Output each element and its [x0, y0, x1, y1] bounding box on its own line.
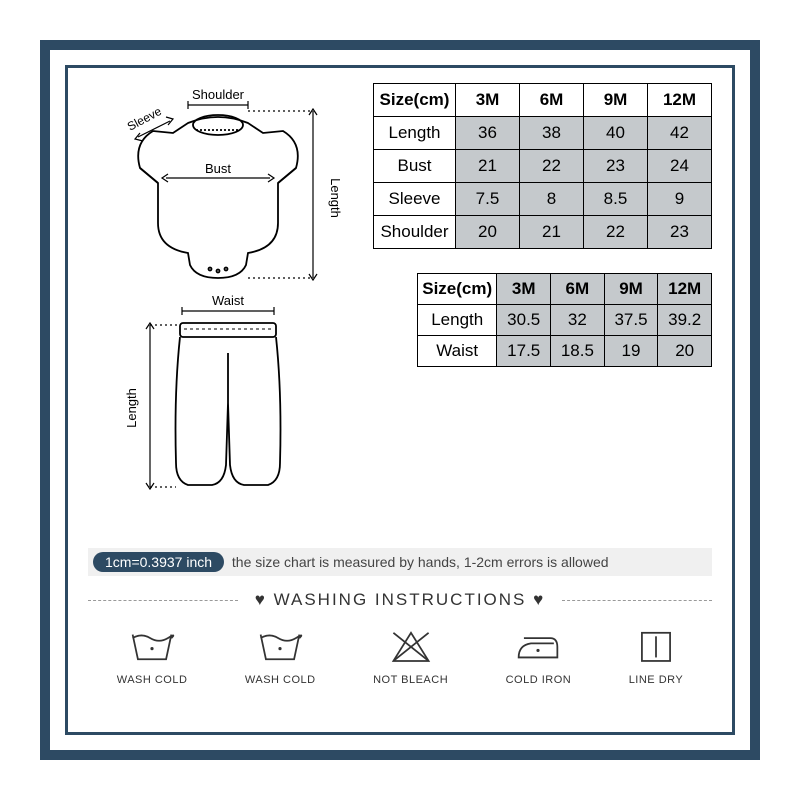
wash-label: WASH COLD	[245, 674, 316, 686]
label-waist: Waist	[212, 293, 244, 308]
line-dry-item: LINE DRY	[629, 624, 684, 686]
label-length: Length	[328, 178, 343, 218]
unit-pill: 1cm=0.3937 inch	[93, 552, 224, 572]
measurement-note: 1cm=0.3937 inch the size chart is measur…	[88, 548, 712, 576]
no-bleach-item: NOT BLEACH	[373, 624, 448, 686]
wash-label: COLD IRON	[506, 674, 572, 686]
wash-cold-item: WASH COLD	[245, 624, 316, 686]
wash-label: LINE DRY	[629, 674, 684, 686]
line-dry-icon	[629, 624, 683, 668]
label-shoulder: Shoulder	[192, 87, 245, 102]
wash-cold-item: WASH COLD	[117, 624, 188, 686]
wash-label: NOT BLEACH	[373, 674, 448, 686]
label-bust: Bust	[205, 161, 231, 176]
hdr-size: Size(cm)	[374, 84, 456, 117]
wash-icon	[125, 624, 179, 668]
label-sleeve: Sleeve	[125, 104, 164, 134]
label-length2: Length	[124, 388, 139, 428]
inner-frame: Shoulder Bust Sleeve Length	[65, 65, 735, 735]
garment-diagram: Shoulder Bust Sleeve Length	[88, 83, 348, 508]
outer-frame: Shoulder Bust Sleeve Length	[40, 40, 760, 760]
note-text: the size chart is measured by hands, 1-2…	[232, 554, 609, 570]
washing-icons: WASH COLD WASH COLD NOT BLEACH COLD IRON…	[88, 624, 712, 686]
size-table-pants: Size(cm) 3M6M 9M12M Length30.53237.539.2…	[417, 273, 712, 367]
wash-icon	[253, 624, 307, 668]
washing-title: ♥ WASHING INSTRUCTIONS ♥	[88, 590, 712, 610]
iron-icon	[511, 624, 565, 668]
size-table-top: Size(cm) 3M6M 9M12M Length36384042 Bust2…	[373, 83, 712, 249]
no-bleach-icon	[384, 624, 438, 668]
wash-label: WASH COLD	[117, 674, 188, 686]
cold-iron-item: COLD IRON	[506, 624, 572, 686]
hdr-size: Size(cm)	[418, 274, 497, 305]
